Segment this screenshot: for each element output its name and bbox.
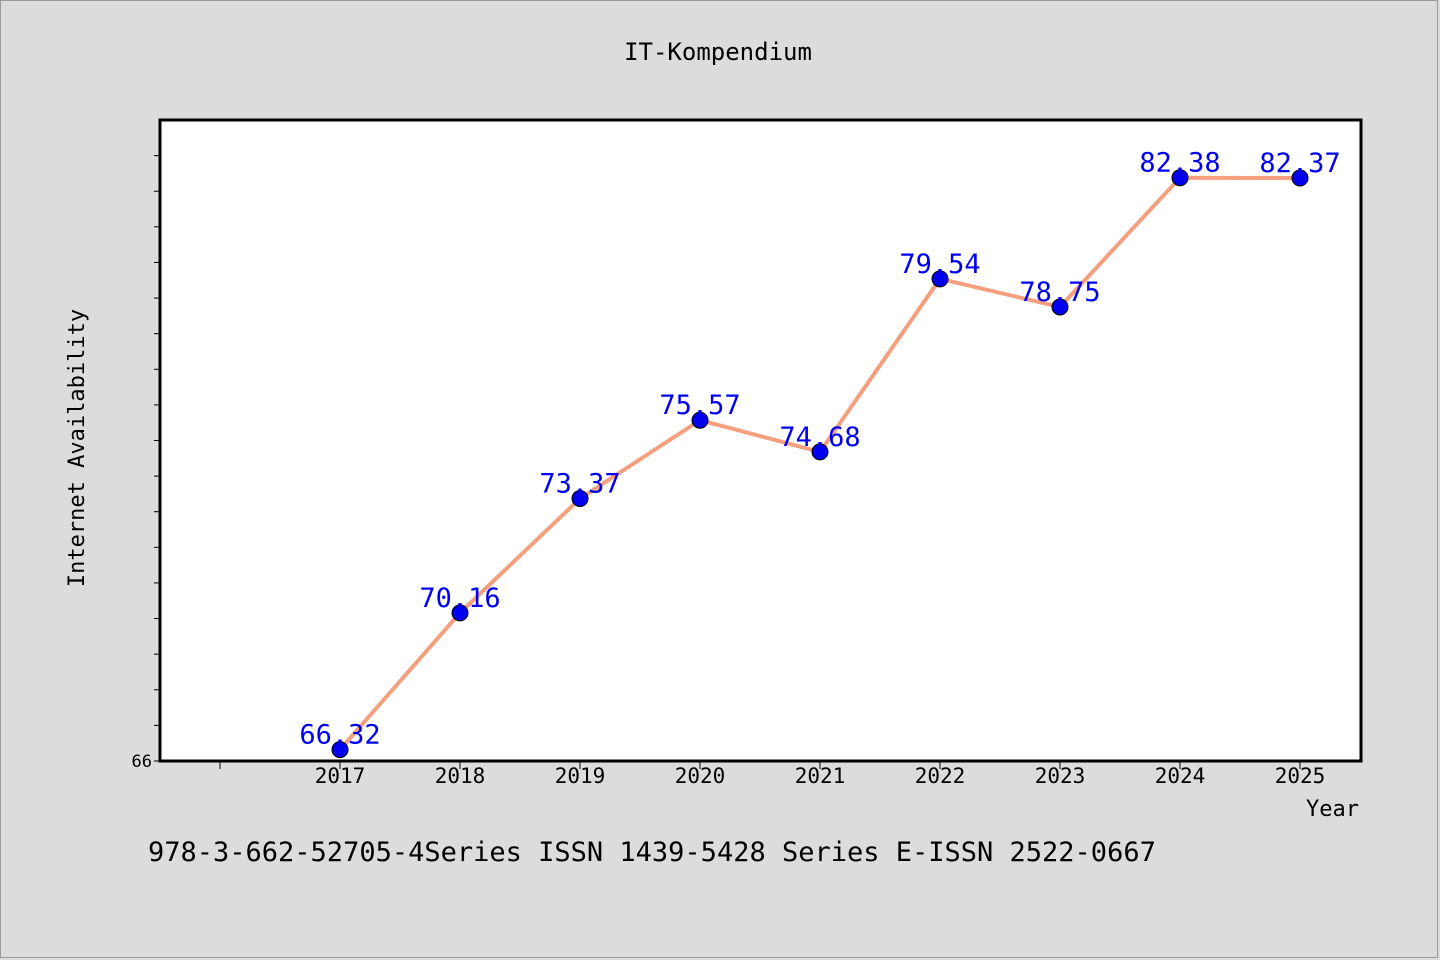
x-tick-label: 2020 [675, 764, 726, 788]
data-label: 74.68 [779, 422, 860, 453]
y-axis-ticks: 66 [132, 155, 160, 772]
data-label: 70.16 [419, 583, 500, 614]
data-point [1291, 169, 1309, 187]
data-point [331, 741, 349, 759]
data-point [691, 411, 709, 429]
data-point [571, 490, 589, 508]
data-label: 78.75 [1019, 277, 1100, 308]
x-tick-label: 2017 [315, 764, 366, 788]
data-points [331, 169, 1309, 759]
y-axis-label: Internet Availability [65, 309, 90, 587]
data-point [451, 604, 469, 622]
data-label: 73.37 [539, 469, 620, 500]
data-label: 82.38 [1139, 148, 1220, 179]
data-labels: 66.32 70.16 73.37 75.57 74.68 79.54 78.75 82.38… [299, 148, 1340, 751]
x-tick-label: 2024 [1155, 764, 1206, 788]
data-point [1171, 169, 1189, 187]
data-point [931, 270, 949, 288]
data-point [811, 443, 829, 461]
x-tick-label: 2018 [435, 764, 486, 788]
data-label: 75.57 [659, 390, 740, 421]
x-axis-ticks: 2017 2018 2019 2020 2021 2022 2023 2024 2025 [219, 761, 1326, 788]
x-tick-label: 2025 [1275, 764, 1326, 788]
footer-text: 978-3-662-52705-4Series ISSN 1439-5428 S… [148, 837, 1156, 868]
chart-title: IT-Kompendium [624, 38, 812, 66]
data-label: 66.32 [299, 720, 380, 751]
x-tick-label: 2023 [1035, 764, 1086, 788]
data-label: 82.37 [1259, 148, 1340, 179]
data-label: 79.54 [899, 249, 980, 280]
x-tick-label: 2021 [795, 764, 846, 788]
x-tick-label: 2019 [555, 764, 606, 788]
x-tick-label: 2022 [915, 764, 966, 788]
y-tick-label: 66 [132, 752, 152, 772]
plot-area [158, 118, 1363, 763]
x-axis-label: Year [1306, 797, 1359, 822]
data-point [1051, 298, 1069, 316]
